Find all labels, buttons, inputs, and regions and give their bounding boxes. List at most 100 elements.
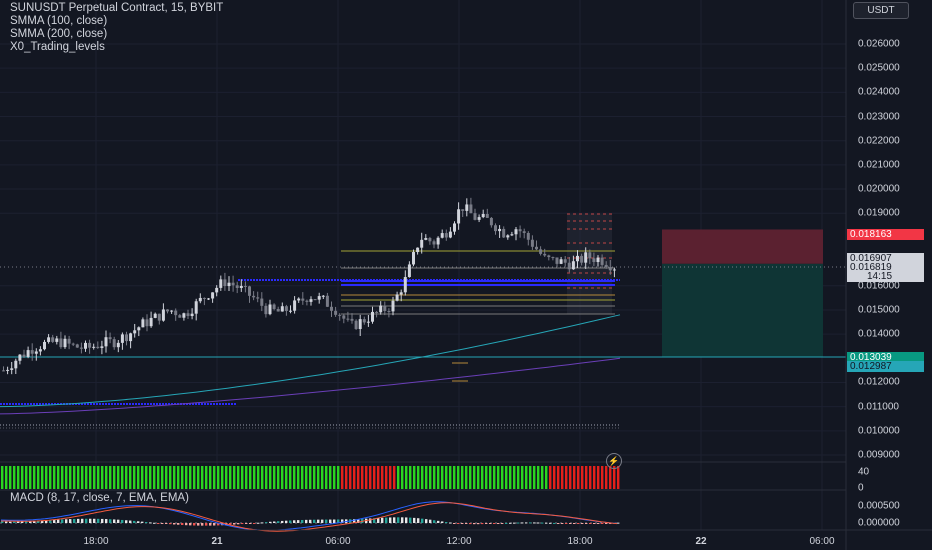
macd-histogram-bar [93,518,96,523]
macd-histogram-bar [189,523,192,526]
macd-histogram-bar [569,523,572,524]
symbol-title[interactable]: SUNUSDT Perpetual Contract, 15, BYBIT [10,2,224,14]
histogram-bar [577,466,580,489]
candle-body [223,279,227,287]
macd-histogram-bar [513,522,516,524]
candle-body [239,285,243,288]
candle-body [539,249,543,254]
time-axis-tick: 18:00 [83,536,109,547]
macd-histogram-bar [601,523,604,524]
histogram-bar [85,466,88,489]
macd-histogram-bar [321,519,324,523]
histogram-bar [145,466,148,489]
macd-histogram-bar [317,519,320,523]
histogram-bar [565,466,568,489]
histogram-bar [141,466,144,489]
last-price-tag: 0.016819 [847,262,924,273]
macd-histogram-bar [65,519,68,523]
indicator-smma-200[interactable]: SMMA (200, close) [10,28,108,40]
histogram-bar [397,466,400,489]
histogram-bar [97,466,100,489]
histogram-bar [9,466,12,489]
candle-body [321,295,325,297]
candle-body [342,315,346,319]
macd-histogram-bar [33,520,36,523]
histogram-bar [1,466,4,489]
histogram-bar [301,466,304,489]
candlesticks[interactable] [2,197,616,375]
histogram-bar [253,466,256,489]
candle-body [301,298,305,301]
macd-histogram-bar [181,523,184,525]
macd-histogram-bar [465,523,468,524]
macd-histogram-bar [541,522,544,524]
macd-histogram-bar [265,522,268,524]
candle-body [252,295,256,298]
histogram-bar [321,466,324,489]
histogram-bar [89,466,92,489]
macd-histogram-bar [525,522,528,524]
macd-histogram-bar [425,519,428,523]
candle-body [6,369,10,371]
macd-histogram-bar [185,523,188,526]
candle-body [10,368,14,370]
macd-histogram-bar [445,522,448,524]
macd-histogram-bar [149,522,152,524]
histogram-bar [137,466,140,489]
histogram-bar [165,466,168,489]
histogram-bar [105,466,108,489]
macd-histogram-bar [477,523,480,525]
histogram-axis-tick: 0 [858,482,864,494]
histogram-bar [269,466,272,489]
histogram-bar [525,466,528,489]
candle-body [141,319,145,328]
histogram-bar [25,466,28,489]
histogram-bar [265,466,268,489]
indicator-smma-100[interactable]: SMMA (100, close) [10,15,108,27]
macd-histogram-bar [429,519,432,523]
signal-line [1,502,618,532]
price-axis-tick: 0.014000 [858,328,900,340]
indicator-trading-levels[interactable]: X0_Trading_levels [10,41,105,53]
histogram-bar [197,466,200,489]
candle-body [104,337,108,347]
macd-histogram-bar [201,523,204,526]
macd-histogram-bar [605,523,608,524]
price-axis-tick: 0.016000 [858,280,900,292]
macd-histogram-bar [141,521,144,523]
candle-body [580,255,584,263]
macd-histogram-bar [97,518,100,523]
candle-body [22,354,26,357]
macd-histogram-bar [197,523,200,526]
macd-histogram-bar [457,523,460,524]
histogram-bar [401,466,404,489]
candle-body [543,253,547,256]
lightning-icon[interactable]: ⚡ [606,453,622,469]
macd-histogram-bar [377,518,380,523]
histogram-bar [553,466,556,489]
candle-body [395,294,399,301]
macd-histogram-bar [61,519,64,523]
macd-histogram-bar [485,523,488,524]
candle-body [576,255,579,262]
candle-body [166,309,169,312]
candle-body [469,204,473,214]
trading-levels [0,213,620,429]
macd-legend[interactable]: MACD (8, 17, close, 7, EMA, EMA) [10,492,189,504]
histogram-bar [405,466,408,489]
chart-legend[interactable]: SUNUSDT Perpetual Contract, 15, BYBIT SM… [10,2,223,54]
histogram-bar [457,466,460,489]
histogram-bar [593,466,596,489]
candle-body [198,297,202,302]
macd-histogram-bar [461,523,464,524]
macd-histogram-bar [597,523,600,524]
candle-body [96,346,100,348]
histogram-bar [5,466,8,489]
risk-reward-zones[interactable] [0,214,846,358]
histogram-bar [409,466,412,489]
stop-loss-price-tag: 0.018163 [847,229,924,240]
macd-histogram-bar [489,523,492,524]
currency-button[interactable]: USDT [853,2,909,19]
candle-body [112,339,116,348]
